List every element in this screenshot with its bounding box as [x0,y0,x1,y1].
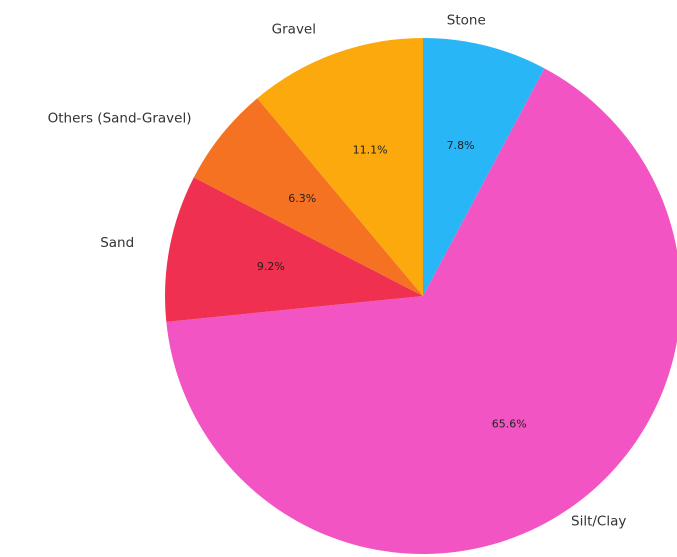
category-label-sand: Sand [100,235,134,251]
pct-label-stone: 7.8% [447,139,475,152]
pie-slices [164,38,677,554]
slice-sand [164,177,423,322]
pct-label-gravel: 11.1% [353,144,388,157]
category-label-others-sand-gravel: Others (Sand-Gravel) [48,111,192,127]
category-label-stone: Stone [447,13,486,29]
slice-gravel [257,38,423,296]
category-label-gravel: Gravel [272,21,316,37]
pct-label-others-sand-gravel: 6.3% [288,192,316,205]
pct-label-silt-clay: 65.6% [492,418,527,431]
slice-others-sand-gravel [193,98,423,297]
category-labels: Stone Silt/Clay Sand Others (Sand-Gravel) Gr… [48,13,627,530]
slice-stone [423,38,545,296]
slice-silt-clay [166,68,677,554]
pct-label-sand: 9.2% [257,260,285,273]
percentage-labels: 7.8% 65.6% 9.2% 6.3% 11.1% [257,139,527,431]
category-label-silt-clay: Silt/Clay [571,514,626,530]
